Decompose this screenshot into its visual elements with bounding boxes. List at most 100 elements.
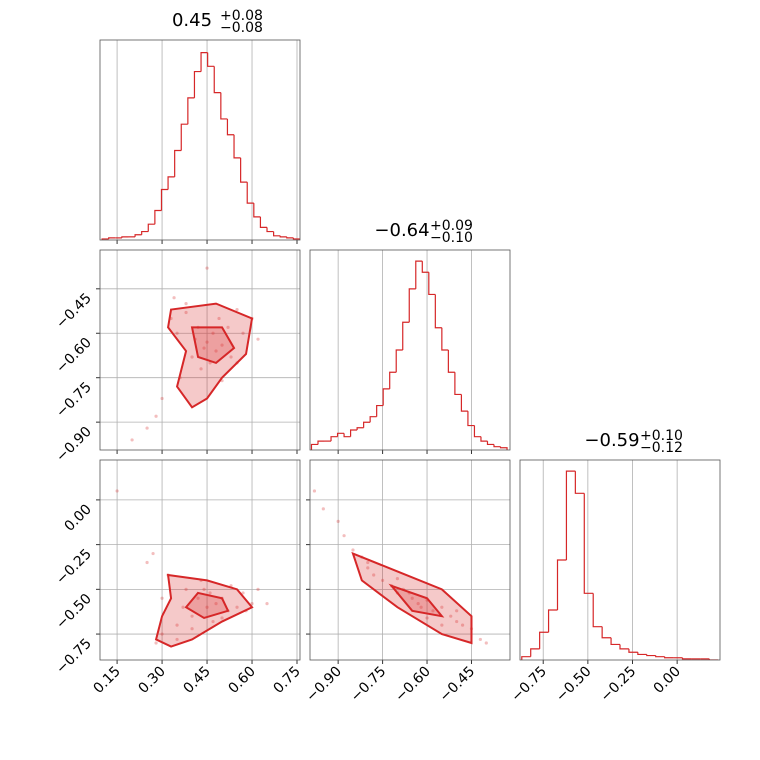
sample-point [395, 577, 400, 581]
sample-point [241, 331, 245, 335]
histogram-step [266, 227, 274, 233]
sample-point [160, 396, 164, 401]
panel-title: 0.45 [172, 10, 212, 31]
histogram-step [646, 654, 656, 657]
histogram-step [681, 657, 692, 660]
sample-point [160, 632, 164, 636]
panel-frame [309, 459, 511, 661]
x-tick-label: 0.00 [651, 664, 684, 697]
title-plus: +0.08 [220, 8, 263, 24]
histogram-step [356, 427, 364, 430]
histogram-step [317, 440, 325, 445]
sample-point [265, 602, 269, 606]
x-tick-label: 0.45 [181, 664, 214, 697]
histogram-step [610, 637, 620, 646]
panel-title: −0.64 [374, 220, 429, 241]
sample-point [366, 566, 370, 570]
histogram-step [415, 260, 423, 289]
sample-point [235, 307, 239, 312]
panel-frame [99, 459, 301, 661]
histogram-step [253, 203, 261, 218]
histogram-step [273, 231, 281, 237]
x-tick-label: −0.75 [508, 664, 550, 706]
sample-point [425, 616, 429, 620]
panel: −0.75 −0.50 −0.25 0.00 −0.59 +0.10−0.12 [508, 428, 721, 706]
histogram-step [200, 52, 208, 72]
plot-area [312, 489, 488, 645]
sample-point [175, 331, 179, 335]
sample-point [455, 619, 459, 624]
histogram-step [441, 327, 449, 351]
histogram-step [428, 272, 436, 296]
panel-title: −0.59 [584, 430, 639, 451]
contour [154, 573, 254, 648]
histogram-step [601, 626, 612, 639]
histogram-step [259, 216, 268, 228]
y-tick-label: −0.45 [53, 290, 95, 332]
y-tick-label: −0.50 [53, 591, 95, 633]
histogram-step [343, 433, 351, 438]
x-tick-label: 0.30 [136, 664, 169, 697]
sample-point [154, 414, 158, 418]
histogram-step [213, 66, 221, 94]
sample-point [175, 637, 179, 642]
histogram-step [349, 429, 358, 437]
y-tick-label: −0.75 [53, 636, 95, 678]
histogram-step [408, 288, 416, 323]
title-value: −0.59 [584, 430, 639, 451]
sample-point [220, 616, 224, 620]
sample-point [419, 605, 423, 609]
panel: 0.15 0.30 0.45 0.60 0.75 0.00 −0.25−0.50−0.75 [53, 459, 304, 697]
histogram-step [499, 446, 508, 450]
sample-point [202, 587, 206, 591]
sample-point [226, 325, 230, 329]
sample-point [256, 337, 260, 341]
sample-point [250, 602, 254, 606]
x-tick-label: 0.60 [225, 664, 258, 697]
sample-point [312, 489, 317, 493]
x-tick-label: −0.50 [553, 664, 595, 706]
histogram-step [592, 593, 603, 628]
panel-frame [519, 459, 721, 661]
histogram-step [193, 70, 202, 98]
sample-point [190, 627, 194, 631]
histogram-step [521, 656, 531, 660]
sample-point [449, 614, 453, 618]
sample-point [351, 548, 355, 552]
title-value: −0.64 [374, 220, 429, 241]
title-minus: −0.12 [640, 440, 683, 456]
title-plus: +0.09 [430, 218, 473, 234]
y-tick-label: −0.25 [53, 546, 95, 588]
plot-area [310, 260, 508, 450]
sample-point [196, 596, 200, 600]
histogram-step [447, 350, 455, 373]
sample-point [208, 591, 212, 595]
title-plus: +0.10 [640, 428, 683, 444]
sample-point [380, 578, 385, 582]
sample-point [184, 310, 188, 315]
sample-point [205, 266, 209, 270]
sample-point [484, 641, 488, 645]
histogram-step [486, 441, 494, 446]
sample-point [410, 596, 414, 600]
histogram-step [664, 656, 674, 659]
sample-point [211, 331, 215, 335]
plot-area [130, 266, 260, 442]
histogram-step [530, 648, 540, 657]
histogram-step [376, 404, 384, 417]
plot-area [115, 489, 269, 648]
sample-point [202, 346, 206, 350]
histogram-step [369, 416, 377, 423]
histogram-step [389, 371, 397, 389]
x-tick-label: −0.90 [303, 664, 345, 706]
histogram-step [574, 471, 585, 494]
histogram-step [480, 436, 488, 442]
panel-frame [309, 249, 511, 451]
histogram-step [467, 411, 475, 427]
histogram-step [336, 432, 345, 437]
sample-point [199, 367, 203, 371]
y-tick-label: −0.75 [53, 379, 95, 421]
title-minus: −0.08 [220, 20, 263, 36]
sample-point [440, 605, 444, 609]
histogram-step [556, 559, 567, 610]
